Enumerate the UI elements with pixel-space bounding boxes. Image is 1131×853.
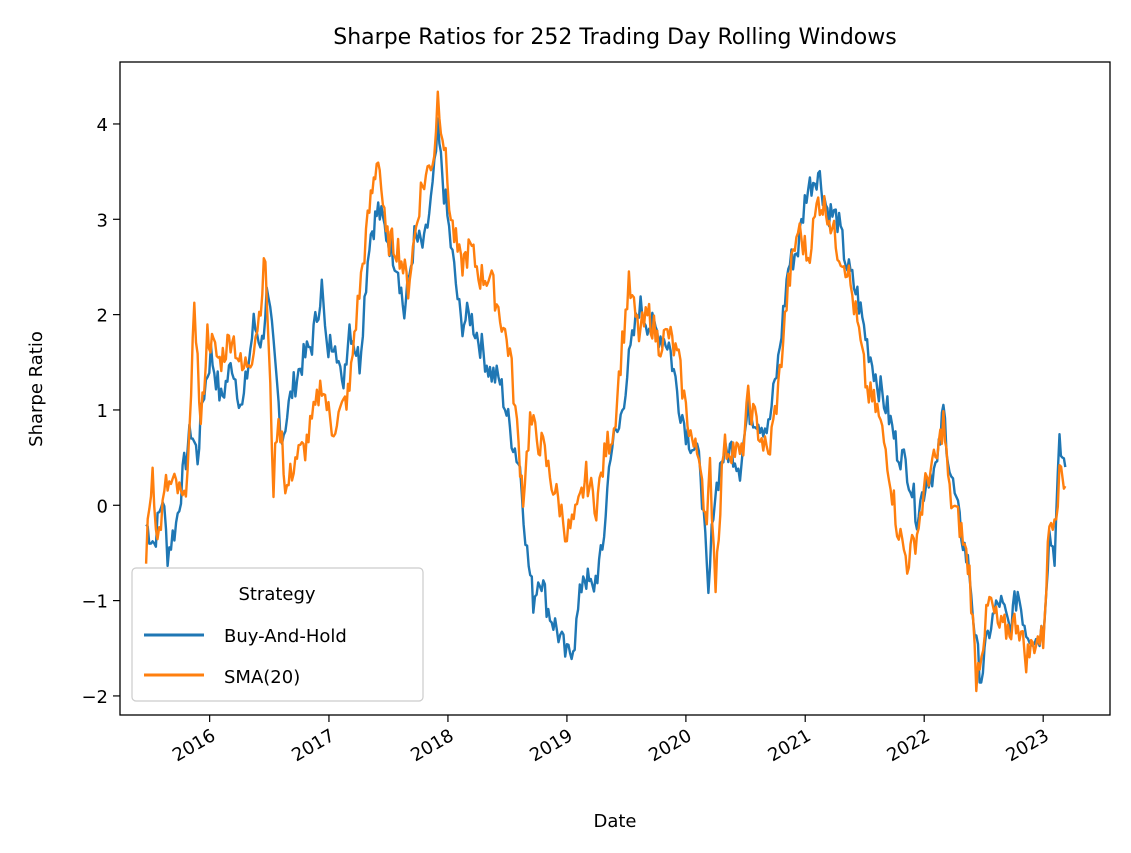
- y-tick-label: −2: [81, 687, 108, 708]
- y-tick-label: 2: [97, 306, 108, 327]
- series-line-sma-20: [144, 90, 1067, 693]
- y-axis: 4 3 2 1 0 −1 −2: [81, 115, 120, 708]
- y-tick-label: 3: [97, 210, 108, 231]
- chart-title: Sharpe Ratios for 252 Trading Day Rollin…: [333, 25, 896, 50]
- legend-title: Strategy: [238, 584, 315, 605]
- y-tick-label: 0: [97, 496, 108, 517]
- y-tick-label: 1: [97, 401, 108, 422]
- legend-label-sma-20: SMA(20): [224, 667, 300, 688]
- legend-label-buy-and-hold: Buy-And-Hold: [224, 626, 347, 647]
- series-layer: [144, 90, 1067, 693]
- y-axis-label: Sharpe Ratio: [26, 331, 47, 447]
- legend: Strategy Buy-And-Hold SMA(20): [131, 567, 424, 702]
- y-tick-label: 4: [97, 115, 108, 136]
- x-axis-label: Date: [593, 811, 636, 832]
- series-line-buy-and-hold: [145, 117, 1067, 684]
- plot-area-frame: [119, 61, 1111, 716]
- y-tick-label: −1: [81, 592, 108, 613]
- legend-box: [131, 567, 424, 702]
